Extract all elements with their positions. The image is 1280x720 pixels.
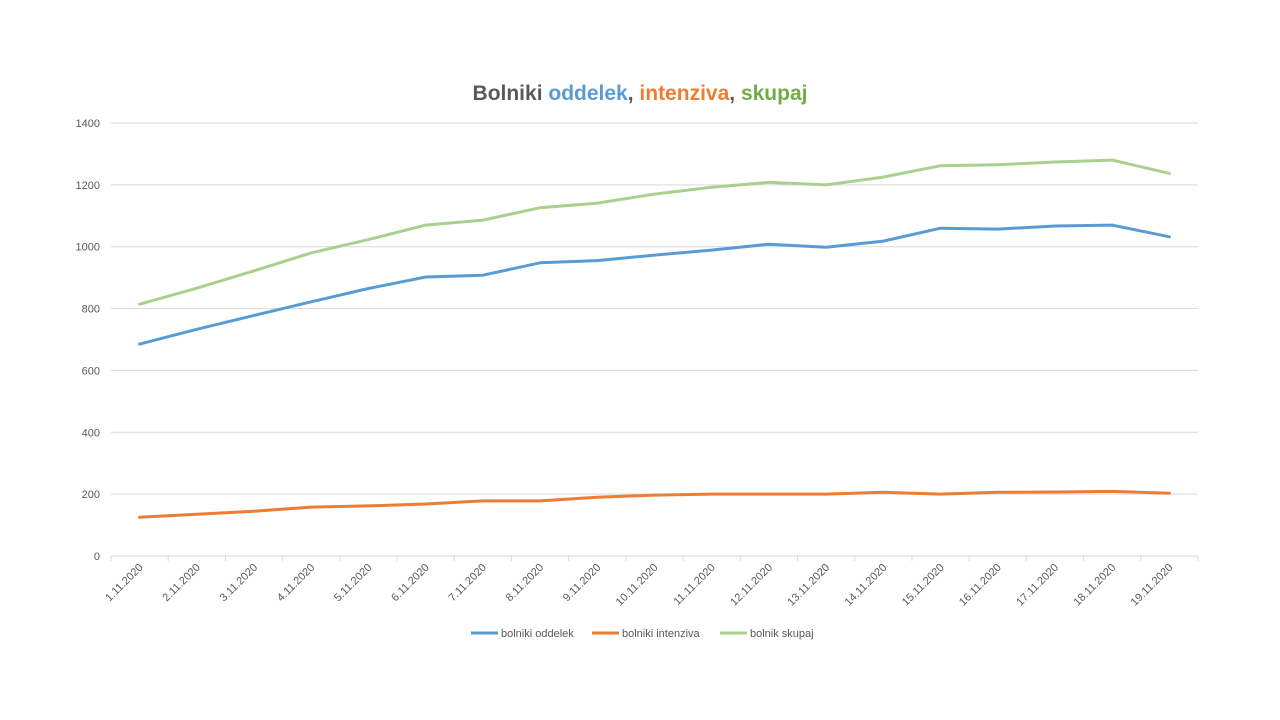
x-axis: 1.11.2020 2.11.2020 3.11.2020 4.11.2020 5.11…: [103, 555, 1199, 609]
y-tick-label: 0: [94, 551, 100, 563]
x-tick-label: 11.11.2020: [672, 562, 718, 608]
gridlines: [111, 122, 1198, 495]
legend-label-2: bolnik skupaj: [750, 628, 814, 640]
x-tick-label: 9.11.2020: [561, 562, 604, 605]
x-tick-label: 15.11.2020: [900, 562, 947, 609]
chart-title: Bolniki oddelek, intenziva, skupaj: [473, 82, 808, 105]
y-tick-label: 1000: [76, 242, 100, 254]
y-tick-label: 600: [82, 365, 100, 377]
x-tick-label: 19.11.2020: [1129, 562, 1176, 609]
series-line-2: [138, 158, 1171, 306]
x-tick-label: 14.11.2020: [843, 562, 890, 609]
x-tick-label: 17.11.2020: [1014, 562, 1061, 609]
title-part-3: intenziva: [639, 82, 729, 105]
title-part-4: ,: [729, 82, 741, 105]
series-line-1: [138, 489, 1171, 519]
x-tick-label: 1.11.2020: [103, 562, 146, 605]
x-tick-label: 4.11.2020: [275, 562, 318, 605]
title-part-1: oddelek: [548, 82, 628, 105]
x-tick-label: 2.11.2020: [160, 562, 203, 605]
x-tick-label: 10.11.2020: [614, 562, 661, 609]
title-part-0: Bolniki: [473, 82, 549, 105]
y-axis: 0 200 400 600 800 1000 1200 1400: [76, 118, 100, 563]
y-tick-label: 1200: [76, 180, 100, 192]
legend-label-1: bolniki intenziva: [622, 628, 701, 640]
y-tick-label: 800: [82, 304, 100, 316]
x-tick-label: 5.11.2020: [332, 562, 375, 605]
x-tick-label: 6.11.2020: [389, 562, 432, 605]
x-tick-label: 18.11.2020: [1071, 562, 1118, 609]
legend: bolniki oddelek bolniki intenziva bolnik s…: [471, 628, 814, 640]
y-tick-label: 200: [82, 489, 100, 501]
series-line-0: [138, 223, 1171, 346]
x-tick-label: 12.11.2020: [728, 562, 775, 609]
x-tick-label: 7.11.2020: [446, 562, 489, 605]
x-tick-label: 13.11.2020: [785, 562, 832, 609]
x-tick-label: 8.11.2020: [504, 562, 547, 605]
y-tick-label: 400: [82, 427, 100, 439]
x-tick-label: 16.11.2020: [957, 562, 1004, 609]
title-part-2: ,: [628, 82, 640, 105]
y-tick-label: 1400: [76, 118, 100, 130]
x-tick-label: 3.11.2020: [218, 562, 261, 605]
series-lines: [138, 158, 1171, 519]
legend-label-0: bolniki oddelek: [501, 628, 574, 640]
title-part-5: skupaj: [741, 82, 808, 105]
